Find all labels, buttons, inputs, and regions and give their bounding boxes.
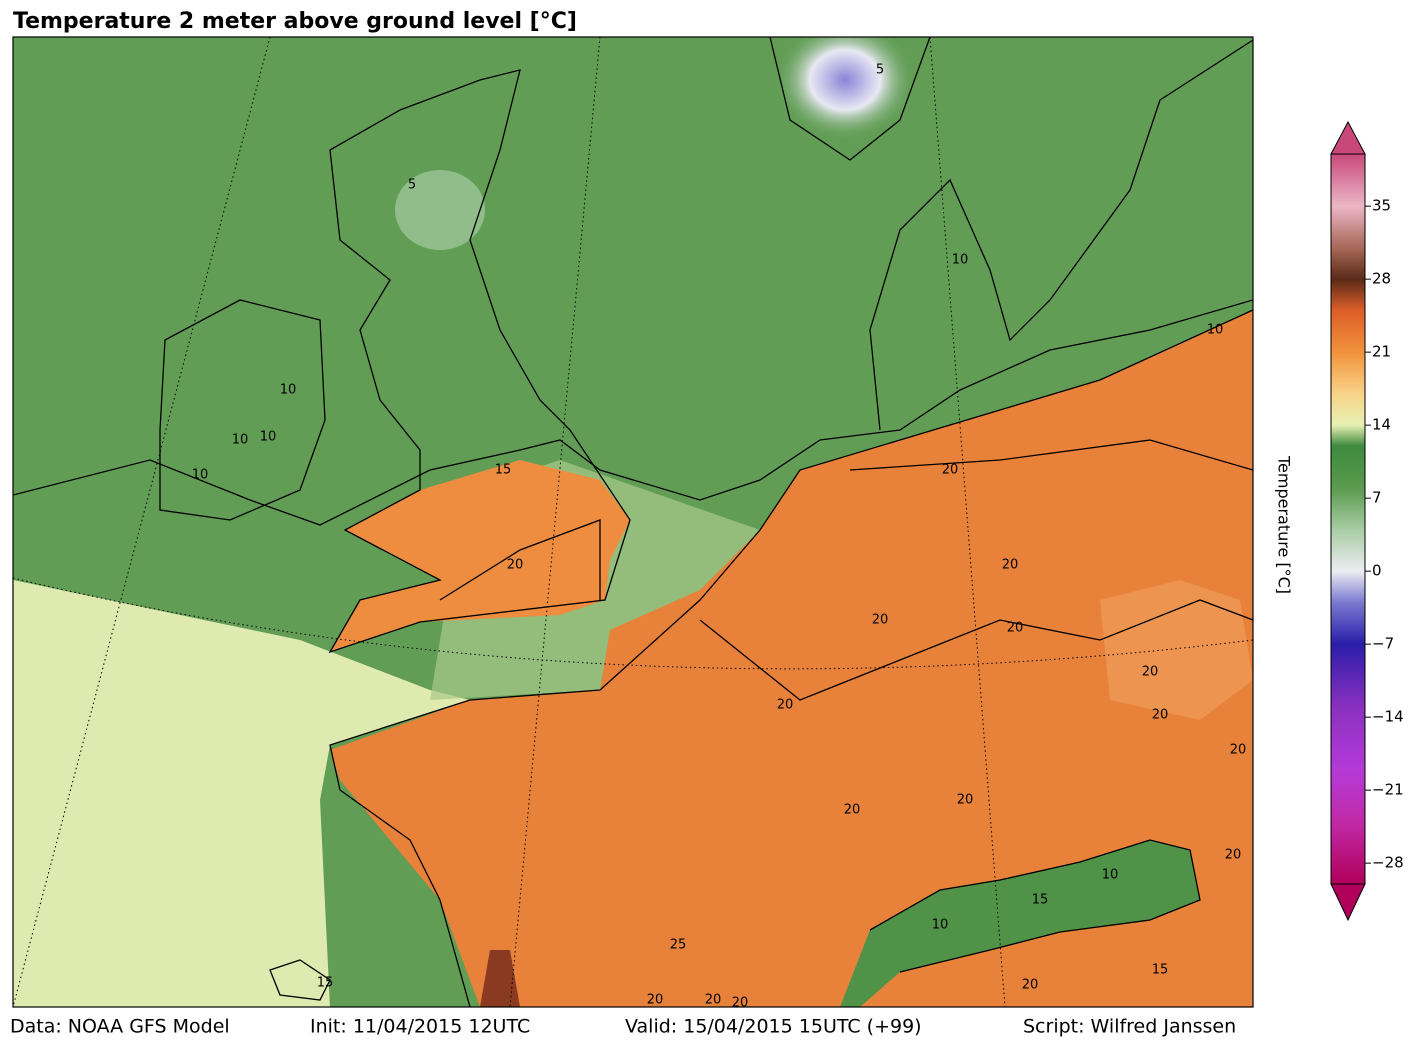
warm-patch: [1100, 580, 1253, 720]
alps-cool: [840, 840, 1200, 1007]
contour-20: [439, 439, 1253, 701]
contour-label: 20: [872, 613, 889, 628]
contour-label: 20: [1007, 621, 1024, 636]
footer-text: Script: Wilfred Janssen: [1023, 1016, 1236, 1038]
contour-label: 10: [1102, 868, 1119, 883]
footer-text: Init: 11/04/2015 12UTC: [310, 1016, 530, 1038]
contour-label: 5: [408, 178, 416, 193]
contour-label: 20: [844, 803, 861, 818]
contour-label: 15: [495, 463, 512, 478]
highlands: [395, 170, 485, 250]
colorbar-tick-label: 21: [1372, 343, 1391, 361]
contour-label: 25: [670, 938, 687, 953]
contour-label: 20: [732, 996, 749, 1011]
contour-label: 10: [1207, 323, 1224, 338]
contour-label: 15: [1032, 893, 1049, 908]
coastline-britain: [328, 69, 631, 654]
contour-label: 10: [280, 383, 297, 398]
contour-label: 20: [1225, 848, 1242, 863]
contour-label: 5: [876, 63, 884, 78]
colorbar-extend-low: [1330, 883, 1366, 922]
contour-label: 10: [260, 430, 277, 445]
contour-label: 20: [777, 698, 794, 713]
contour-label: 20: [1152, 708, 1169, 723]
footer: Data: NOAA GFS Model Init: 11/04/2015 12U…: [10, 1016, 1236, 1038]
colorbar-extend-high: [1330, 120, 1366, 155]
contour-label: 20: [1022, 978, 1039, 993]
colorbar-tick-label: 28: [1372, 270, 1391, 288]
contour-15-sea: [269, 959, 331, 1001]
contour-label: 10: [192, 468, 209, 483]
contour-label: 20: [957, 793, 974, 808]
coastline-norway: [769, 37, 931, 161]
contour-label: 10: [952, 253, 969, 268]
continent-warm: [330, 310, 1253, 1007]
contour-10: [869, 839, 1201, 973]
contour-label: 20: [1142, 665, 1159, 680]
colorbar-tick-label: 35: [1372, 197, 1391, 215]
contour-label: 20: [1002, 558, 1019, 573]
contour-15: [13, 299, 1253, 526]
colorbar-tick-label: 7: [1372, 489, 1382, 507]
coastline-continent: [469, 309, 1253, 701]
warm-sea: [13, 580, 470, 1007]
contour-label: 20: [647, 993, 664, 1008]
hot-spot: [480, 950, 520, 1007]
england-warm: [330, 460, 630, 652]
contour-label: 20: [705, 993, 722, 1008]
colorbar-tick-label: −7: [1372, 635, 1394, 653]
footer-text: Valid: 15/04/2015 15UTC (+99): [625, 1016, 922, 1038]
graticule: [13, 37, 1253, 1007]
coastline-scandinavia: [869, 39, 1253, 431]
coastline-ireland: [159, 299, 326, 521]
title: Temperature 2 meter above ground level […: [13, 9, 577, 34]
snow-field: [775, 37, 915, 140]
coastline-france: [329, 699, 471, 1007]
contour-label: 10: [232, 433, 249, 448]
map-frame: [12, 36, 1254, 1008]
contour-label: 20: [507, 558, 524, 573]
colorbar-tick-label: −21: [1372, 781, 1404, 799]
contour-label: 10: [932, 918, 949, 933]
contour-label: 20: [1230, 743, 1247, 758]
map: [13, 37, 1253, 1007]
contour-label: 15: [317, 976, 334, 991]
colorbar-tick-label: −14: [1372, 708, 1404, 726]
colorbar-label: Temperature [°C]: [1275, 455, 1294, 594]
footer-text: Data: NOAA GFS Model: [10, 1016, 230, 1038]
colorbar-tick-label: 0: [1372, 562, 1382, 580]
colorbar-tick-label: −28: [1372, 854, 1404, 872]
colorbar-tick-label: 14: [1372, 416, 1391, 434]
contour-label: 15: [1152, 963, 1169, 978]
colorbar: [1330, 153, 1366, 885]
contour-label: 20: [942, 463, 959, 478]
contour-labels: 5 5 10 10 10 10 10 10 15 20 20 20 20 20 20 20 20 20 20 20 20…: [192, 63, 1247, 1011]
